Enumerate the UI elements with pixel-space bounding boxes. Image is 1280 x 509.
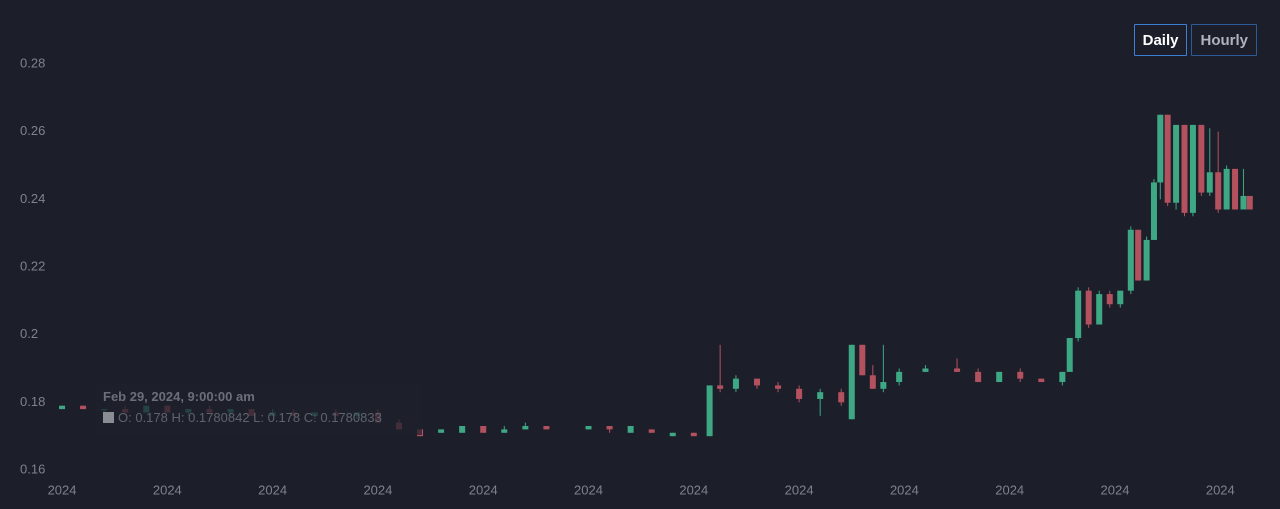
candle-body [796, 388, 803, 399]
candle-body [817, 392, 824, 399]
x-tick-label: 2024 [785, 482, 814, 497]
candle-body [1206, 172, 1213, 193]
candle-body [1240, 195, 1247, 210]
candle-body [1246, 195, 1253, 210]
interval-button[interactable]: Daily [1133, 24, 1188, 56]
candle-body [59, 405, 66, 410]
candle-body [1135, 229, 1142, 281]
candle-body [1150, 182, 1157, 240]
candle-body [1075, 290, 1082, 339]
x-tick-label: 2024 [48, 482, 77, 497]
candle-body [1223, 168, 1230, 210]
candle-body [585, 426, 592, 430]
candle-body [543, 426, 550, 430]
x-tick-label: 2024 [1206, 482, 1235, 497]
candle-body [80, 405, 87, 410]
candle-body [627, 426, 634, 433]
candle-body [838, 392, 845, 403]
candle-body [480, 426, 487, 433]
candle-body [859, 344, 866, 376]
x-tick-label: 2024 [469, 482, 498, 497]
candle-body [1059, 371, 1066, 383]
candle-body [1173, 124, 1180, 203]
candle-body [1232, 168, 1239, 210]
candle-body [1215, 172, 1222, 210]
tooltip-row: O: 0.178 H: 0.1780842 L: 0.178 C: 0.1780… [103, 410, 415, 425]
candle-body [690, 432, 697, 437]
x-tick-label: 2024 [890, 482, 919, 497]
candle-body [1198, 124, 1205, 193]
x-tick-label: 2024 [1101, 482, 1130, 497]
candle-body [459, 426, 466, 433]
candle-body [1106, 294, 1113, 305]
y-tick-label: 0.24 [20, 191, 45, 206]
candle-body [1096, 294, 1103, 325]
candle-body [732, 378, 739, 389]
x-tick-label: 2024 [995, 482, 1024, 497]
y-tick-label: 0.2 [20, 326, 38, 341]
candle-body [1157, 114, 1164, 183]
candle-body [501, 429, 508, 433]
candle-body [522, 426, 529, 430]
tooltip-swatch [103, 412, 114, 423]
candle-body [975, 371, 982, 383]
candle-body [896, 371, 903, 383]
candle-body [922, 368, 929, 372]
candle-body [775, 385, 782, 389]
tooltip-text: O: 0.178 H: 0.1780842 L: 0.178 C: 0.1780… [118, 410, 382, 425]
y-tick-label: 0.26 [20, 123, 45, 138]
candle-body [1117, 290, 1124, 305]
candle-body [648, 429, 655, 433]
candle-body [1085, 290, 1092, 325]
interval-buttons: Daily Hourly [1133, 24, 1257, 56]
candle-body [669, 432, 676, 437]
y-tick-label: 0.18 [20, 394, 45, 409]
x-tick-label: 2024 [574, 482, 603, 497]
interval-button[interactable]: Hourly [1191, 24, 1257, 56]
candle-body [1066, 338, 1073, 372]
tooltip: Feb 29, 2024, 9:00:00 am O: 0.178 H: 0.1… [96, 383, 422, 435]
candle-body [848, 344, 855, 420]
x-tick-label: 2024 [679, 482, 708, 497]
candle-body [706, 385, 713, 437]
candle-body [753, 378, 760, 386]
candle-body [717, 385, 724, 389]
candle-body [1143, 239, 1150, 281]
candle-body [606, 426, 613, 430]
candle-body [954, 368, 961, 372]
candle-body [1038, 378, 1045, 383]
candle-body [869, 375, 876, 389]
x-tick-label: 2024 [363, 482, 392, 497]
candle-body [996, 371, 1003, 383]
x-tick-label: 2024 [153, 482, 182, 497]
candle-body [1017, 371, 1024, 379]
tooltip-title: Feb 29, 2024, 9:00:00 am [103, 389, 255, 404]
candle-body [1189, 124, 1196, 213]
candle-body [1164, 114, 1171, 203]
y-tick-label: 0.16 [20, 461, 45, 476]
x-tick-label: 2024 [258, 482, 287, 497]
candle-body [1127, 229, 1134, 291]
y-tick-label: 0.22 [20, 258, 45, 273]
candle-body [1181, 124, 1188, 213]
y-tick-label: 0.28 [20, 55, 45, 70]
candle-body [880, 382, 887, 389]
candle-body [438, 429, 445, 433]
